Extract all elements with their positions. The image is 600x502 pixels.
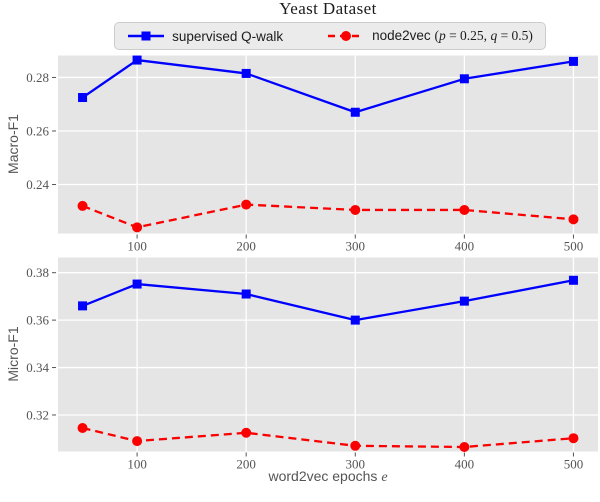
series-marker-node2vec-p-0-25-q-0-5 — [241, 199, 252, 210]
series-marker-node2vec-p-0-25-q-0-5 — [132, 222, 143, 233]
y-tick-label: 0.24 — [26, 177, 49, 192]
legend-sample-marker — [141, 31, 151, 41]
series-marker-node2vec-p-0-25-q-0-5 — [568, 214, 579, 225]
series-marker-node2vec-p-0-25-q-0-5 — [459, 441, 470, 452]
x-axis-label-text: word2vec epochs — [268, 468, 378, 484]
series-marker-supervised-q-walk — [568, 56, 578, 66]
series-marker-supervised-q-walk — [459, 296, 469, 306]
legend-label-eq2: = 0.5) — [497, 28, 533, 43]
series-marker-supervised-q-walk — [241, 68, 251, 78]
y-tick-label: 0.26 — [26, 123, 49, 138]
x-tick-label: 300 — [346, 239, 366, 254]
series-marker-supervised-q-walk — [132, 55, 142, 65]
series-line-node2vec-p-0-25-q-0-5 — [82, 426, 574, 449]
x-tick-label: 500 — [564, 457, 584, 472]
page-title: Yeast Dataset — [279, 0, 377, 18]
plot-area — [58, 257, 598, 452]
legend-label: node2vec (p = 0.25, q = 0.5) — [372, 28, 533, 44]
x-axis-label-var: e — [381, 470, 388, 485]
series-marker-node2vec-p-0-25-q-0-5 — [459, 204, 470, 215]
legend-entry-node2vec: node2vec (p = 0.25, q = 0.5) — [327, 28, 533, 44]
series-marker-supervised-q-walk — [78, 93, 88, 103]
series-marker-node2vec-p-0-25-q-0-5 — [77, 423, 88, 434]
subplot-macro-f1: 100 200 300 400 500 0.24 0.26 0.28 — [26, 55, 598, 254]
legend-entry-supervised-q-walk: supervised Q-walk — [127, 28, 283, 44]
x-tick-label: 200 — [236, 457, 256, 472]
legend-var-q: q — [490, 28, 498, 43]
y-axis-label-macro-f1: Macro-F1 — [5, 114, 21, 174]
x-tick-label: 100 — [127, 239, 147, 254]
series-marker-node2vec-p-0-25-q-0-5 — [350, 440, 361, 451]
legend-sample-marker — [341, 31, 352, 41]
series-line-node2vec-p-0-25-q-0-5 — [82, 203, 574, 229]
series-marker-supervised-q-walk — [78, 301, 88, 311]
x-axis-label: word2vec epochs e — [58, 468, 598, 486]
legend-label-text: node2vec — [372, 28, 435, 43]
x-tick-label: 200 — [236, 239, 256, 254]
y-tick-label: 0.36 — [26, 313, 49, 328]
x-tick-label: 100 — [127, 457, 147, 472]
y-tick-label: 0.28 — [26, 70, 49, 85]
series-marker-supervised-q-walk — [350, 315, 360, 325]
y-tick-label: 0.38 — [26, 265, 49, 280]
series-line-supervised-q-walk — [82, 279, 574, 322]
y-tick-label: 0.34 — [26, 360, 49, 375]
legend: supervised Q-walk node2vec (p = 0.25, q … — [114, 22, 546, 50]
legend-label: supervised Q-walk — [172, 28, 284, 44]
series-marker-supervised-q-walk — [568, 275, 578, 285]
plot-area — [58, 55, 598, 234]
x-tick-label: 300 — [346, 457, 366, 472]
series-marker-node2vec-p-0-25-q-0-5 — [568, 433, 579, 444]
x-tick-label: 400 — [455, 239, 475, 254]
legend-label-eq1: = 0.25, — [445, 28, 491, 43]
series-marker-supervised-q-walk — [459, 74, 469, 84]
y-tick-label: 0.32 — [26, 407, 49, 422]
series-marker-node2vec-p-0-25-q-0-5 — [132, 436, 143, 447]
line-square-marker-icon — [128, 31, 165, 41]
x-tick-label: 400 — [455, 457, 475, 472]
series-marker-node2vec-p-0-25-q-0-5 — [350, 204, 361, 215]
dashed-line-circle-marker-icon — [328, 31, 365, 41]
legend-var-p: p — [438, 28, 446, 43]
series-marker-node2vec-p-0-25-q-0-5 — [77, 200, 88, 211]
series-line-supervised-q-walk — [81, 58, 574, 114]
y-axis-label-micro-f1: Micro-F1 — [5, 326, 21, 382]
subplot-micro-f1: 100 200 300 400 500 0.32 0.34 0.36 0.38 — [26, 257, 598, 472]
series-marker-node2vec-p-0-25-q-0-5 — [241, 427, 252, 438]
series-marker-supervised-q-walk — [350, 107, 360, 117]
x-tick-label: 500 — [564, 239, 584, 254]
series-marker-supervised-q-walk — [241, 289, 251, 299]
legend-label-paren: ( — [434, 28, 439, 43]
series-marker-supervised-q-walk — [132, 279, 142, 289]
